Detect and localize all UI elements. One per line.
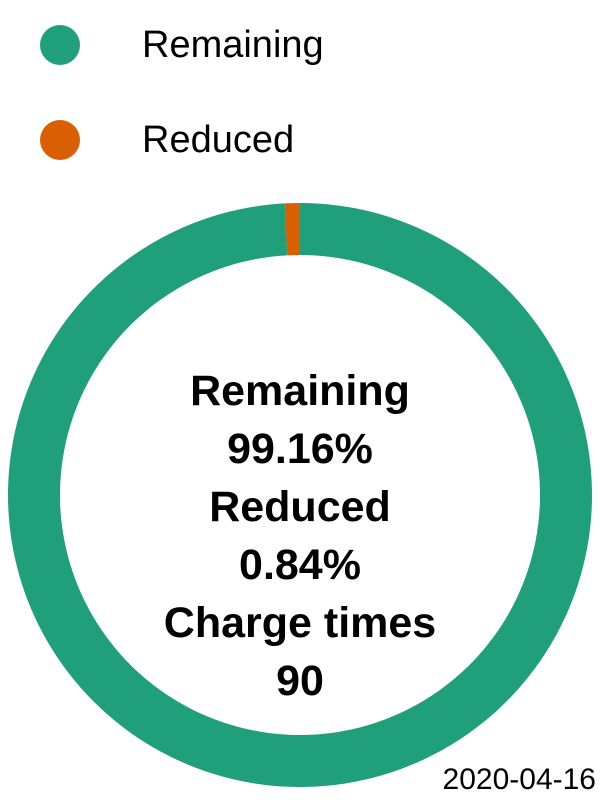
legend-item-remaining: Remaining	[40, 20, 324, 70]
donut-slice-reduced	[284, 203, 300, 256]
center-reduced-value: 0.84%	[239, 541, 361, 589]
date-label: 2020-04-16	[442, 763, 596, 796]
legend-item-reduced: Reduced	[40, 115, 294, 165]
center-remaining-label: Remaining	[190, 367, 410, 415]
center-charge-times-label: Charge times	[163, 599, 437, 647]
legend-swatch-reduced	[40, 120, 80, 160]
chart-legend: Remaining Reduced	[0, 0, 600, 200]
center-remaining-value: 99.16%	[227, 425, 373, 473]
center-reduced-label: Reduced	[209, 483, 391, 531]
legend-label-remaining: Remaining	[142, 24, 324, 66]
donut-center-summary: Remaining 99.16% Reduced 0.84% Charge ti…	[100, 362, 500, 710]
legend-label-reduced: Reduced	[142, 119, 295, 161]
center-charge-times-value: 90	[276, 657, 324, 705]
legend-swatch-remaining	[40, 25, 80, 65]
